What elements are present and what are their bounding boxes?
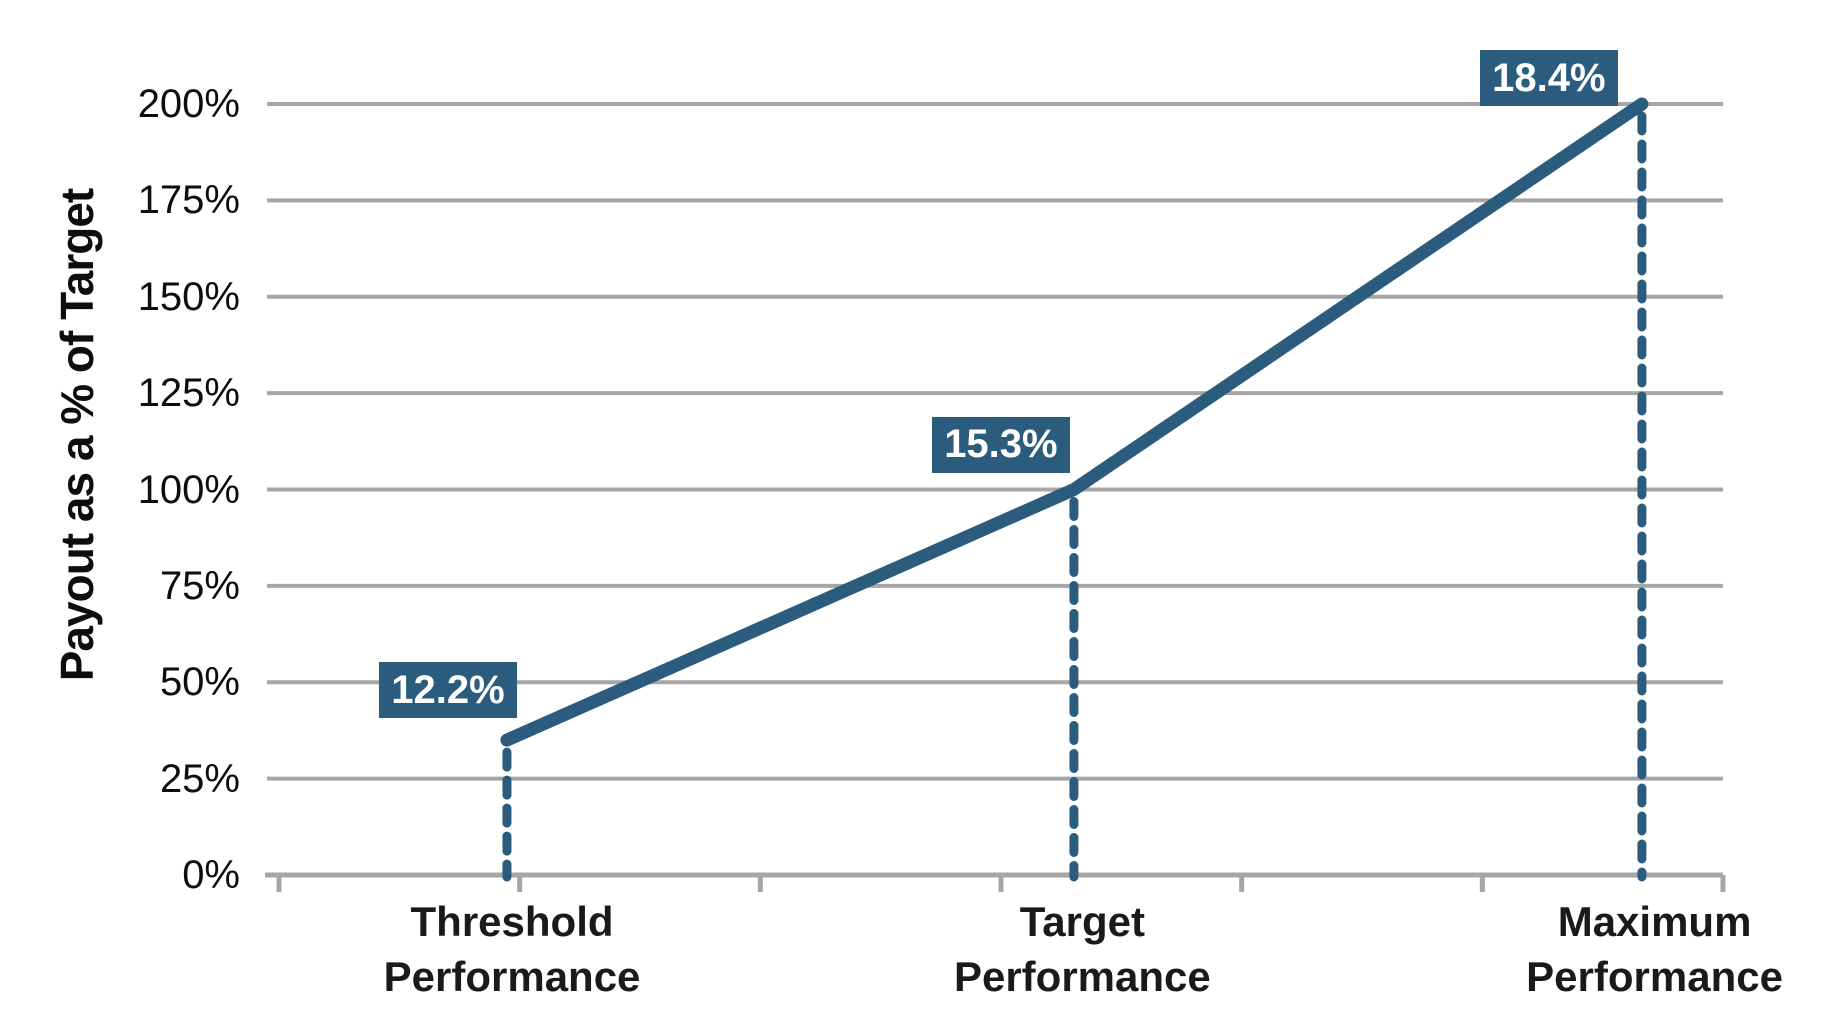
y-tick-label-0%: 0% (182, 853, 240, 897)
y-tick-label-100%: 100% (137, 467, 240, 512)
y-tick-label-125%: 125% (137, 371, 240, 416)
x-category-label-2: Target Performance (953, 898, 1211, 1000)
y-tick-label-75%: 75% (159, 563, 240, 608)
y-tick-label-50%: 50% (159, 660, 240, 705)
y-tick-label-200%: 200% (137, 82, 240, 126)
data-label-3: 18.4% (1479, 50, 1618, 106)
data-label-2: 15.3% (931, 416, 1070, 473)
data-label-1: 12.2% (378, 662, 517, 719)
x-category-label-3: Maximum Performance (1526, 898, 1783, 1000)
y-tick-label-175%: 175% (137, 178, 240, 223)
x-category-label-1: Threshold Performance (383, 898, 641, 1000)
y-tick-label-150%: 150% (137, 274, 240, 319)
payout-line (500, 97, 1649, 747)
y-tick-label-25%: 25% (159, 756, 240, 801)
